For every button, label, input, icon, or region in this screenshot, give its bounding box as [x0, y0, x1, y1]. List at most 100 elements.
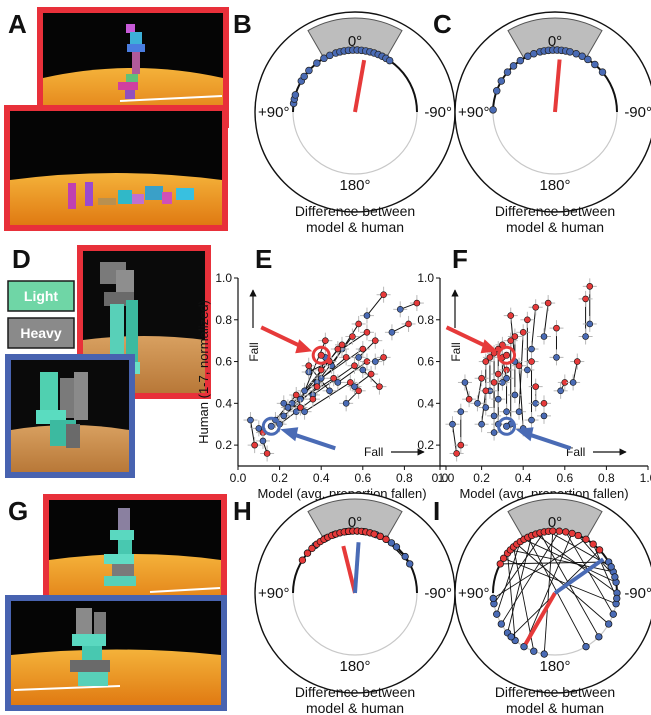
red-point [382, 535, 390, 543]
x-tick-label: 0.2 [473, 471, 490, 485]
angle-label-plus90: +90° [458, 104, 489, 121]
y-tick-label: 0.8 [417, 313, 434, 327]
pair-line [366, 294, 384, 316]
pair-line [337, 361, 368, 383]
red-point [553, 324, 560, 332]
pair-line [523, 538, 617, 583]
pair-line [320, 348, 364, 379]
red-point [347, 379, 354, 386]
pair-line [500, 561, 609, 565]
red-mean-vector [341, 545, 357, 594]
data-point [305, 66, 313, 75]
blue-arrow-head [280, 427, 299, 442]
blue-point [392, 543, 401, 551]
scene-d-blue-framed [5, 354, 135, 478]
red-point [573, 358, 581, 365]
red-point [528, 358, 535, 365]
blue-point [449, 420, 456, 428]
red-point [297, 404, 304, 411]
red-point [298, 556, 307, 564]
red-point [334, 345, 342, 353]
red-point [532, 303, 539, 311]
pair-line [341, 331, 368, 350]
caption-line-1: Difference between [295, 684, 415, 700]
red-point [338, 341, 346, 349]
fall-y-label: Fall [247, 342, 261, 361]
angle-label-minus90: -90° [624, 104, 651, 121]
y-tick-label: 0.4 [215, 396, 232, 410]
y-tick-label: 0.2 [215, 438, 232, 452]
y-tick-label: 0.6 [215, 355, 232, 369]
fall-y-label: Fall [449, 342, 463, 361]
data-point [497, 77, 506, 85]
red-point [405, 320, 412, 328]
blue-point [259, 437, 267, 445]
caption-line-1: Difference between [295, 203, 415, 219]
blue-point [524, 366, 531, 374]
angle-label-plus90: +90° [458, 585, 489, 602]
red-point [568, 529, 576, 538]
panel-letter-h: H [233, 496, 252, 526]
blue-point [609, 610, 617, 618]
blue-point [490, 412, 498, 420]
pair-line [516, 543, 609, 625]
blue-point [478, 420, 485, 428]
x-tick-label: 1.0 [640, 471, 651, 485]
blue-point [461, 379, 469, 386]
x-tick-label: 0.0 [432, 471, 449, 485]
blue-point [482, 404, 490, 411]
blue-point [493, 610, 501, 618]
legend-heavy-label: Heavy [20, 325, 61, 341]
y-tick-label: 0.4 [417, 396, 434, 410]
red-point [308, 544, 316, 553]
blue-point [280, 400, 288, 407]
red-point [586, 283, 594, 290]
blue-point [342, 400, 350, 407]
blue-point [457, 408, 465, 415]
red-point [582, 295, 589, 303]
red-point [351, 362, 358, 370]
red-point [376, 383, 383, 390]
blue-point [613, 594, 621, 603]
panel-d-scenes [5, 245, 211, 478]
red-point [515, 362, 523, 370]
angle-label-180: 180° [539, 658, 570, 675]
data-point [530, 49, 538, 58]
data-point [509, 62, 518, 70]
red-point [595, 546, 604, 554]
scene-a-tower-after [4, 105, 228, 231]
data-point [385, 56, 394, 65]
blue-point [582, 333, 589, 340]
scene-g-red-framed [43, 494, 227, 615]
caption-line-2: model & human [306, 700, 404, 715]
data-point [584, 55, 592, 64]
data-point [598, 68, 607, 76]
pair-line [565, 531, 614, 615]
blue-point [528, 345, 535, 353]
y-axis-title: Human (1-7, normalized) [196, 300, 211, 444]
red-point [355, 320, 362, 328]
red-point [562, 528, 570, 536]
red-point [532, 383, 539, 390]
red-point [376, 532, 384, 541]
blue-point [494, 395, 502, 403]
blue-point [326, 387, 333, 395]
red-point [507, 337, 515, 344]
blue-point [582, 643, 590, 651]
red-point [499, 554, 508, 562]
data-point [320, 54, 328, 63]
red-point [305, 362, 313, 370]
red-point [478, 374, 485, 382]
red-point [540, 400, 548, 407]
blue-point [611, 573, 619, 581]
data-point [300, 72, 308, 81]
x-tick-label: 0.8 [396, 471, 413, 485]
panel-a-scenes [4, 7, 229, 231]
scatter-chart-f: 0.00.20.40.60.81.00.20.40.60.81.0Model (… [417, 271, 651, 501]
blue-point [406, 560, 414, 568]
angle-label-180: 180° [339, 177, 370, 194]
blue-point [511, 391, 519, 399]
y-tick-label: 1.0 [417, 271, 434, 285]
red-point [349, 333, 356, 340]
